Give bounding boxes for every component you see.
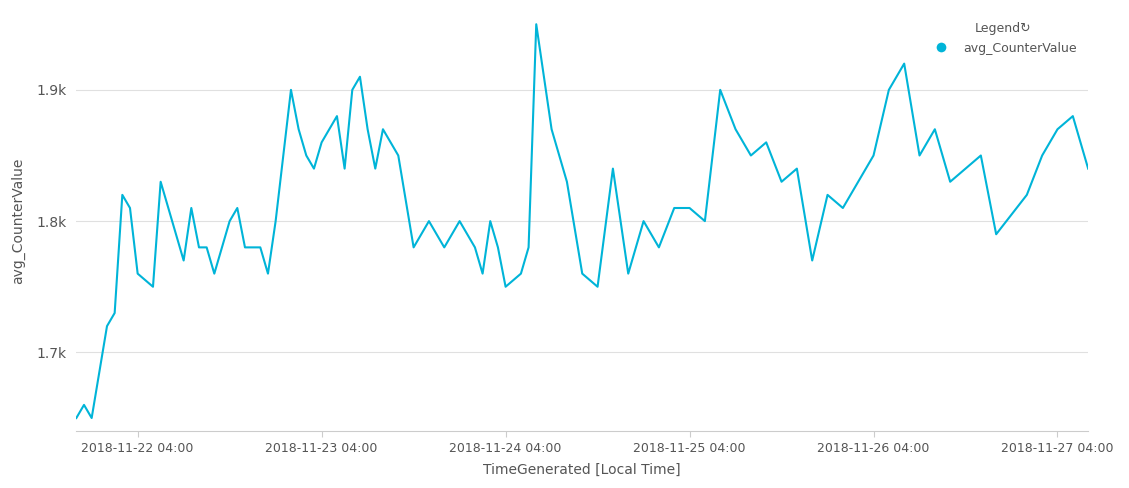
X-axis label: TimeGenerated [Local Time]: TimeGenerated [Local Time] — [483, 463, 681, 477]
Legend: avg_CounterValue: avg_CounterValue — [924, 18, 1082, 60]
Y-axis label: avg_CounterValue: avg_CounterValue — [11, 158, 25, 285]
